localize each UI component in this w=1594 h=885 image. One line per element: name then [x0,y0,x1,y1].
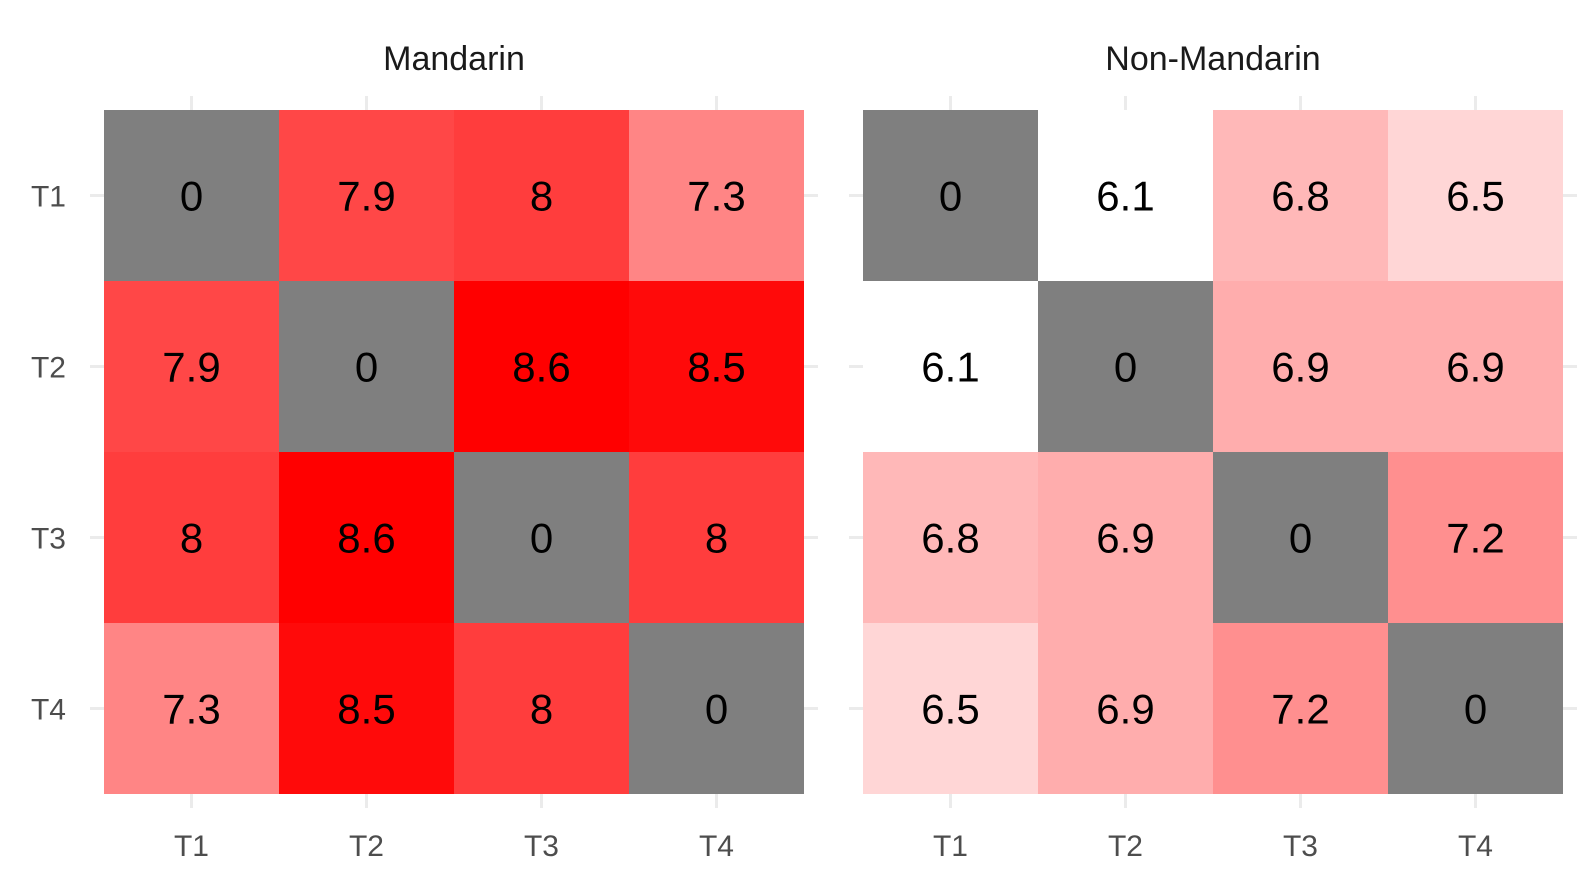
heatmap-cell [1213,281,1388,452]
heatmap-cell [279,623,454,794]
cell-value-label: 0 [180,173,203,220]
heatmap-cell [1213,623,1388,794]
cell-value-label: 6.1 [1096,173,1154,220]
cell-value-label: 8.5 [337,686,395,733]
heatmap-cell [1388,452,1563,623]
heatmap-cell [279,452,454,623]
x-tick-label: T1 [174,830,209,863]
heatmap-cell [863,110,1038,281]
heatmap-cell [1213,452,1388,623]
heatmap-cell [629,110,804,281]
heatmap-cell [1038,623,1213,794]
cell-value-label: 0 [530,515,553,562]
heatmap-cell [1038,281,1213,452]
panel-mandarin: 0 7.9 8 7.3 7.9 0 8.6 8.5 8 8.6 0 8 7.3 8.5 8 0 Mandarin… [31,40,818,863]
cell-value-label: 8.5 [687,344,745,391]
cell-value-label: 6.1 [921,344,979,391]
x-tick-label: T2 [1108,830,1143,863]
x-tick-label: T4 [699,830,734,863]
cell-value-label: 6.8 [1271,173,1329,220]
facet-title: Mandarin [383,40,525,78]
x-tick-label: T2 [349,830,384,863]
heatmap-cell [104,110,279,281]
heatmap-cell [863,452,1038,623]
facet-title: Non-Mandarin [1105,40,1320,78]
cell-value-label: 6.9 [1446,344,1504,391]
heatmap-cell [1213,110,1388,281]
heatmap-cell [454,110,629,281]
cell-value-label: 7.2 [1271,686,1329,733]
heatmap-cell [1388,110,1563,281]
cell-value-label: 8.6 [337,515,395,562]
heatmap-cell [454,281,629,452]
heatmap-cell [629,452,804,623]
y-tick-label: T2 [31,352,66,385]
cell-value-label: 0 [1464,686,1487,733]
cell-value-label: 6.9 [1096,515,1154,562]
x-tick-label: T3 [1283,830,1318,863]
y-tick-label: T3 [31,523,66,556]
x-tick-label: T4 [1458,830,1493,863]
cell-value-label: 8 [530,686,553,733]
y-tick-label: T1 [31,181,66,214]
cell-value-label: 6.9 [1271,344,1329,391]
cell-value-label: 0 [705,686,728,733]
heatmap-cell [279,281,454,452]
cell-value-label: 6.8 [921,515,979,562]
y-tick-label: T4 [31,694,66,727]
cell-value-label: 8.6 [512,344,570,391]
heatmap-cell [454,452,629,623]
cell-value-label: 6.5 [921,686,979,733]
cell-value-label: 7.9 [337,173,395,220]
cell-value-label: 6.5 [1446,173,1504,220]
cell-value-label: 0 [1114,344,1137,391]
heatmap-cell [863,281,1038,452]
panel-non-mandarin: 0 6.1 6.8 6.5 6.1 0 6.9 6.9 6.8 6.9 0 7.2 6.5 6.9 7.2 0… [849,40,1577,863]
heatmap-cell [629,623,804,794]
cell-value-label: 0 [939,173,962,220]
heatmap-cell [1388,281,1563,452]
heatmap-cell [454,623,629,794]
heatmap-cell [1388,623,1563,794]
heatmap-cell [1038,110,1213,281]
cell-value-label: 8 [530,173,553,220]
cell-value-label: 8 [180,515,203,562]
heatmap-cell [104,452,279,623]
heatmap-cell [279,110,454,281]
cell-value-label: 7.3 [162,686,220,733]
cell-value-label: 6.9 [1096,686,1154,733]
heatmap-cell [104,281,279,452]
heatmap-cell [863,623,1038,794]
cell-value-label: 7.9 [162,344,220,391]
heatmap-cell [1038,452,1213,623]
cell-value-label: 0 [355,344,378,391]
cell-value-label: 0 [1289,515,1312,562]
heatmap-cell [629,281,804,452]
cell-value-label: 7.3 [687,173,745,220]
cell-value-label: 8 [705,515,728,562]
cell-value-label: 7.2 [1446,515,1504,562]
x-tick-label: T1 [933,830,968,863]
x-tick-label: T3 [524,830,559,863]
heatmap-cell [104,623,279,794]
